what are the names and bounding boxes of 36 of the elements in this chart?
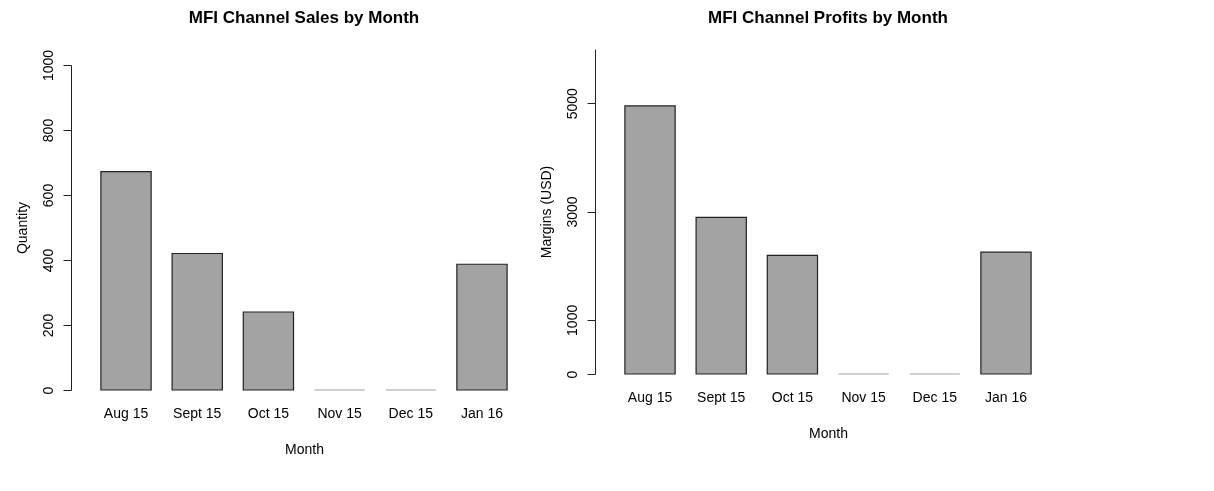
y-tick-label: 0: [563, 370, 580, 379]
y-tick-label: 400: [39, 248, 56, 273]
y-tick-label: 0: [39, 386, 56, 395]
chart-title: MFI Channel Profits by Month: [708, 8, 948, 27]
bar: [171, 252, 223, 391]
y-tick-label: 1000: [563, 304, 580, 336]
bar: [980, 251, 1032, 375]
x-tick-label: Nov 15: [841, 388, 886, 405]
x-tick-label: Aug 15: [103, 404, 149, 421]
chart-title: MFI Channel Sales by Month: [188, 8, 420, 28]
x-tick-label: Jan 16: [984, 388, 1028, 405]
x-tick-label: Dec 15: [388, 404, 434, 421]
y-axis-title: Quantity: [13, 201, 30, 255]
x-axis-title: Month: [285, 440, 324, 457]
y-axis-title: Margins (USD): [537, 165, 554, 259]
bar: [766, 254, 819, 375]
bar: [242, 311, 295, 391]
x-tick-label: Jan 16: [460, 404, 504, 421]
x-tick-label: Dec 15: [912, 388, 958, 405]
y-tick-label: 200: [39, 313, 56, 338]
bar: [624, 105, 676, 375]
x-tick-label: Oct 15: [771, 388, 814, 405]
x-tick-label: Sept 15: [173, 404, 222, 421]
bar: [695, 216, 747, 375]
x-tick-label: Oct 15: [247, 404, 290, 421]
x-tick-label: Nov 15: [317, 404, 362, 421]
x-tick-label: Sept 15: [697, 388, 746, 405]
y-tick-label: 800: [39, 118, 56, 143]
y-tick-label: 5000: [563, 87, 580, 120]
x-tick-label: Aug 15: [627, 388, 673, 405]
bar: [100, 171, 152, 391]
y-tick-label: 3000: [563, 196, 580, 228]
bar: [456, 263, 508, 391]
y-tick-label: 600: [39, 183, 56, 208]
y-tick-label: 1000: [39, 49, 56, 82]
x-axis-title: Month: [809, 424, 848, 441]
